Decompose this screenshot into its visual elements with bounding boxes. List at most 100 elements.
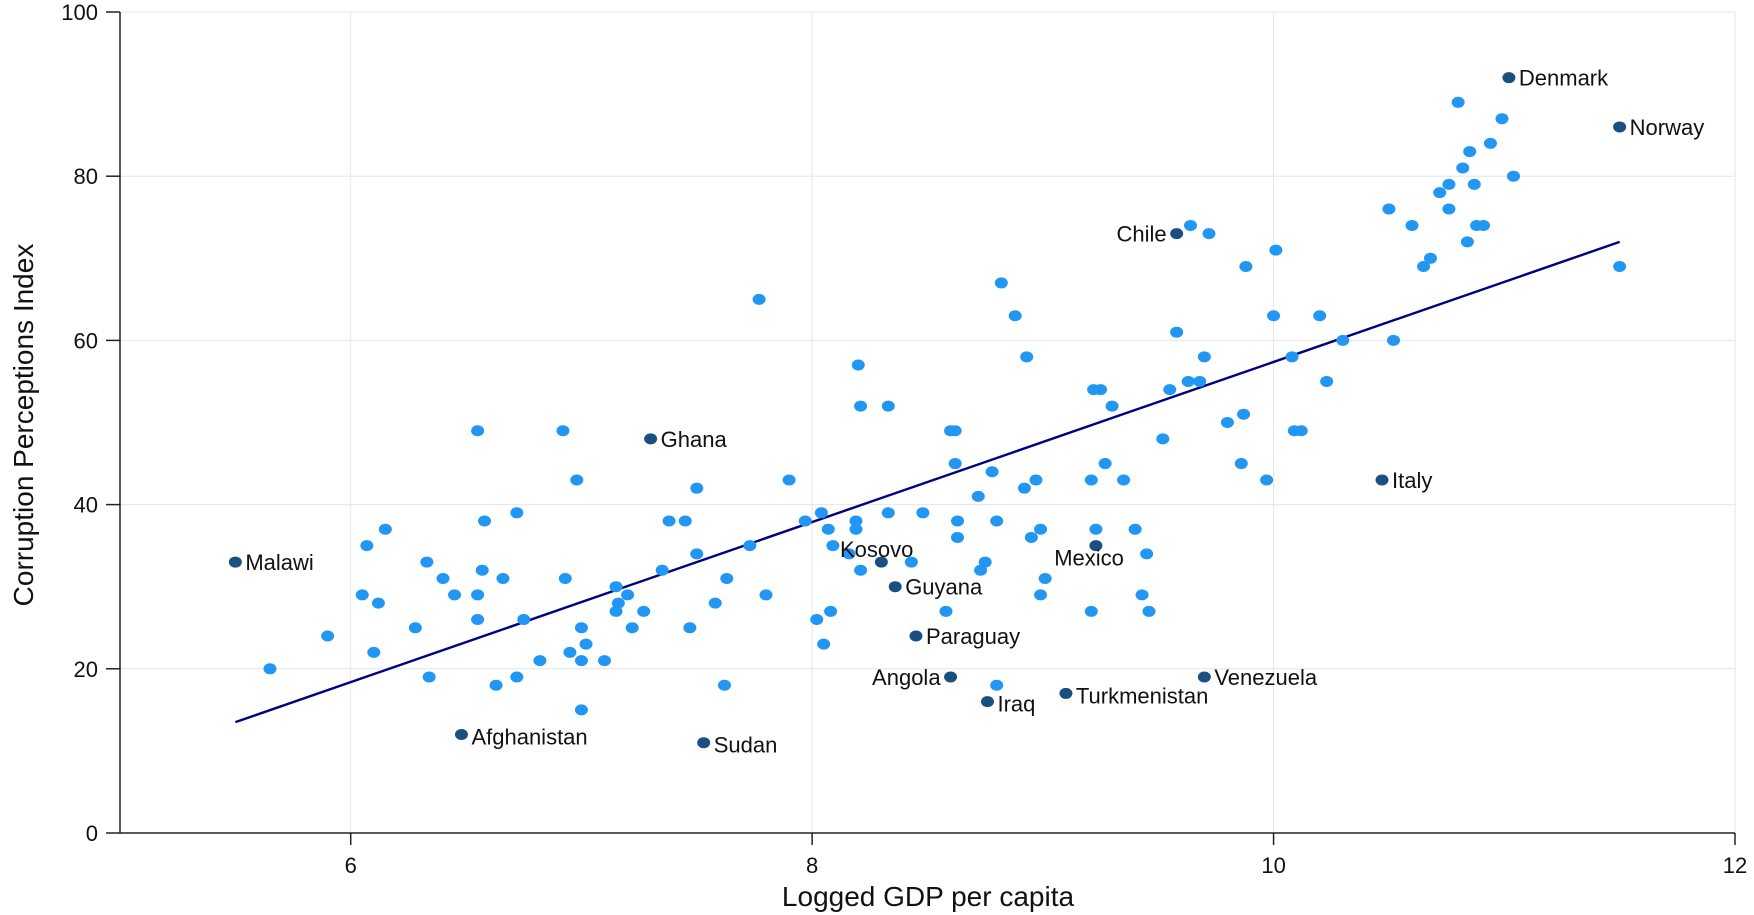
labeled-point bbox=[909, 630, 923, 642]
scatter-point bbox=[1267, 310, 1281, 322]
scatter-point bbox=[1197, 351, 1211, 363]
scatter-point bbox=[1451, 96, 1465, 108]
point-label: Guyana bbox=[905, 575, 983, 600]
scatter-point bbox=[1024, 531, 1038, 543]
scatter-point bbox=[662, 515, 676, 527]
fit-line-layer bbox=[234, 240, 1621, 724]
scatter-point bbox=[625, 622, 639, 634]
scatter-point bbox=[1260, 474, 1274, 486]
scatter-point bbox=[798, 515, 812, 527]
scatter-point bbox=[1417, 261, 1431, 273]
scatter-point bbox=[556, 425, 570, 437]
x-tick-label: 6 bbox=[345, 853, 357, 878]
scatter-point bbox=[533, 655, 547, 667]
scatter-point bbox=[637, 605, 651, 617]
scatter-point bbox=[743, 540, 757, 552]
point-label: Kosovo bbox=[840, 537, 913, 562]
scatter-point bbox=[621, 589, 635, 601]
labeled-points-layer: Denmark Norway Chile Ghana Italy Malawi Kosovo… bbox=[228, 66, 1704, 758]
grid-lines bbox=[120, 11, 1736, 833]
labeled-point bbox=[1613, 121, 1627, 133]
scatter-point bbox=[1117, 474, 1131, 486]
scatter-point bbox=[1237, 408, 1251, 420]
scatter-point bbox=[558, 572, 572, 584]
scatter-point bbox=[683, 622, 697, 634]
scatter-point bbox=[1170, 326, 1184, 338]
point-label: Turkmenistan bbox=[1076, 683, 1208, 708]
scatter-point bbox=[720, 572, 734, 584]
scatter-point bbox=[1382, 203, 1396, 215]
scatter-point bbox=[1269, 244, 1283, 256]
scatter-point bbox=[422, 671, 436, 683]
scatter-point bbox=[471, 614, 485, 626]
labeled-point bbox=[228, 556, 242, 568]
scatter-point bbox=[609, 605, 623, 617]
y-tick-label: 80 bbox=[74, 164, 98, 189]
scatter-point bbox=[854, 564, 868, 576]
scatter-point bbox=[471, 589, 485, 601]
scatter-point bbox=[994, 277, 1008, 289]
scatter-point bbox=[471, 425, 485, 437]
scatter-point bbox=[510, 507, 524, 519]
labeled-point bbox=[454, 728, 468, 740]
scatter-point bbox=[759, 589, 773, 601]
point-label: Sudan bbox=[714, 733, 778, 758]
labeled-point bbox=[1170, 228, 1184, 240]
scatter-point bbox=[752, 293, 766, 305]
scatter-point bbox=[355, 589, 369, 601]
scatter-point bbox=[1163, 384, 1177, 396]
axes: 0 20 40 60 80 100 6 8 10 12 bbox=[61, 0, 1747, 878]
y-axis-title: Corruption Perceptions Index bbox=[8, 244, 39, 607]
scatter-point bbox=[1140, 548, 1154, 560]
scatter-point bbox=[1442, 203, 1456, 215]
scatter-point bbox=[1098, 458, 1112, 470]
scatter-point bbox=[448, 589, 462, 601]
scatter-point bbox=[408, 622, 422, 634]
y-tick-label: 100 bbox=[61, 0, 98, 25]
point-label: Italy bbox=[1392, 468, 1432, 493]
scatter-point bbox=[824, 605, 838, 617]
scatter-point bbox=[1495, 113, 1509, 125]
scatter-point bbox=[1034, 523, 1048, 535]
scatter-point bbox=[1181, 375, 1195, 387]
scatter-point bbox=[510, 671, 524, 683]
scatter-point bbox=[950, 531, 964, 543]
scatter-point bbox=[598, 655, 611, 667]
scatter-point bbox=[851, 359, 865, 371]
scatter-point bbox=[1405, 219, 1419, 231]
scatter-point bbox=[1477, 219, 1491, 231]
scatter-point bbox=[378, 523, 392, 535]
scatter-point bbox=[1008, 310, 1022, 322]
labeled-point bbox=[1197, 671, 1211, 683]
scatter-point bbox=[1336, 334, 1350, 346]
labeled-point bbox=[888, 581, 902, 593]
scatter-point bbox=[1156, 433, 1170, 445]
labeled-point bbox=[697, 737, 711, 749]
scatter-point bbox=[971, 490, 985, 502]
scatter-point bbox=[1460, 236, 1474, 248]
fit-line bbox=[234, 240, 1621, 724]
scatter-point bbox=[1034, 589, 1048, 601]
y-tick-label: 20 bbox=[74, 657, 98, 682]
scatter-point bbox=[1029, 474, 1043, 486]
scatter-point bbox=[1038, 572, 1052, 584]
point-label: Angola bbox=[872, 665, 941, 690]
scatter-point bbox=[475, 564, 489, 576]
scatter-point bbox=[1020, 351, 1034, 363]
point-label: Malawi bbox=[245, 550, 313, 575]
scatter-point bbox=[939, 605, 953, 617]
scatter-point bbox=[496, 572, 510, 584]
y-tick-label: 40 bbox=[74, 493, 98, 518]
scatter-point bbox=[849, 523, 863, 535]
scatter-point bbox=[517, 614, 531, 626]
scatter-point bbox=[579, 638, 593, 650]
scatter-point bbox=[1184, 219, 1198, 231]
scatter-point bbox=[1142, 605, 1156, 617]
scatter-point bbox=[1313, 310, 1327, 322]
scatter-point bbox=[678, 515, 692, 527]
points-layer bbox=[263, 96, 1627, 716]
scatter-point bbox=[367, 646, 381, 658]
scatter-point bbox=[574, 704, 588, 716]
scatter-point bbox=[842, 548, 856, 560]
